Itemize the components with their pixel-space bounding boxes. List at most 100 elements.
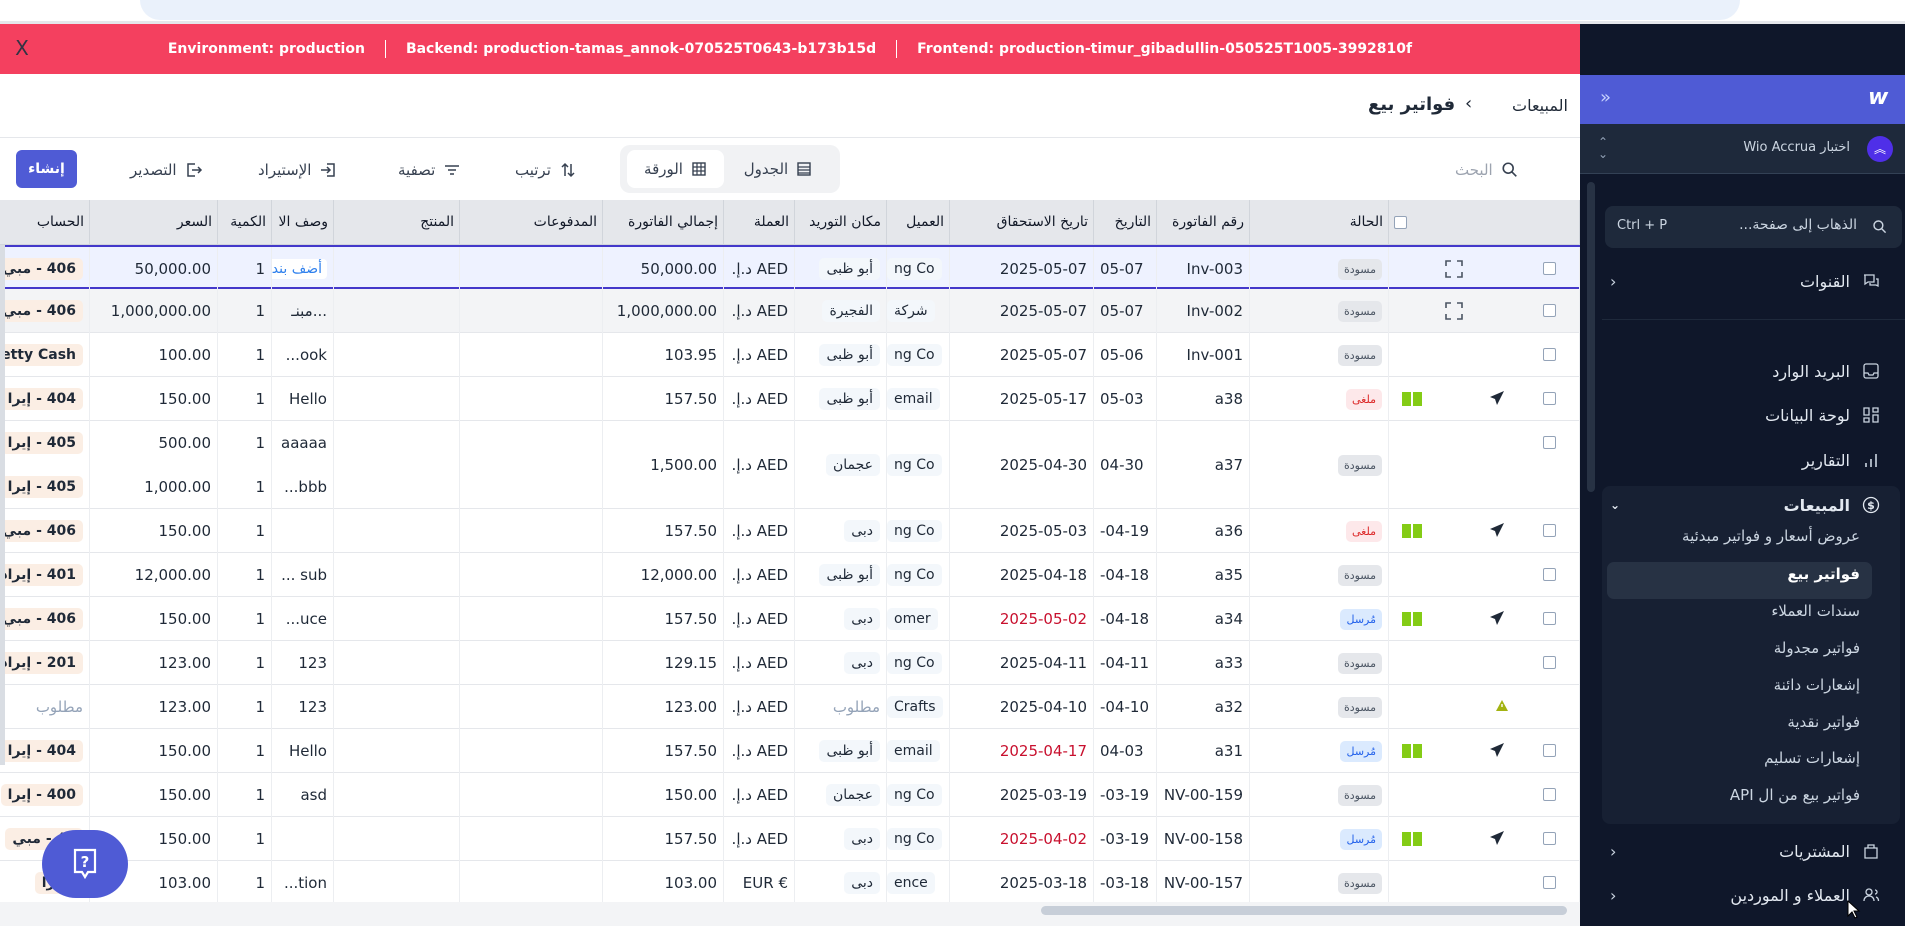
- sidebar-item-channels[interactable]: القنوات ‹: [1610, 264, 1880, 298]
- sidebar-search[interactable]: Ctrl + P الذهاب إلى صفحة...: [1605, 206, 1902, 248]
- line-qty[interactable]: 1: [218, 289, 271, 333]
- sidebar-subitem[interactable]: فواتير بيع: [1787, 565, 1860, 583]
- table-row[interactable]: 401 - إيراد 12,000.00 1 ... sub 12,000.00 AED…: [0, 553, 1580, 597]
- send-icon[interactable]: [1489, 830, 1505, 850]
- due-date-cell[interactable]: 2025-04-18: [950, 553, 1094, 597]
- row-checkbox[interactable]: [1543, 788, 1556, 801]
- line-account[interactable]: 406 - مبي: [0, 509, 89, 553]
- date-cell[interactable]: 05-07: [1094, 247, 1157, 291]
- line-account[interactable]: etty Cash: [0, 333, 89, 377]
- col-qty[interactable]: الكمية: [218, 200, 272, 244]
- invoice-number-cell[interactable]: a34: [1157, 597, 1250, 641]
- line-price[interactable]: 50,000.00: [90, 247, 217, 291]
- vertical-scrollbar[interactable]: [0, 245, 5, 765]
- currency-cell[interactable]: AED د.إ.: [724, 509, 795, 553]
- payments-cell[interactable]: [460, 817, 603, 861]
- payments-cell[interactable]: [460, 641, 603, 685]
- line-price[interactable]: 123.00: [90, 641, 217, 685]
- customer-cell[interactable]: ng Co: [887, 333, 950, 377]
- line-desc[interactable]: ...bbb: [272, 465, 333, 509]
- payments-cell[interactable]: [460, 729, 603, 773]
- place-cell[interactable]: دبى: [795, 597, 887, 641]
- expand-icon[interactable]: [1445, 302, 1463, 324]
- status-cell[interactable]: مسودة: [1250, 421, 1389, 509]
- total-cell[interactable]: 50,000.00: [603, 247, 724, 291]
- col-price[interactable]: السعر: [90, 200, 218, 244]
- table-row[interactable]: 404 - إيرا 150.00 1 Hello 157.50 AED د.إ. أبو …: [0, 729, 1580, 773]
- customer-cell[interactable]: ence: [887, 861, 950, 904]
- date-cell[interactable]: -04-18: [1094, 553, 1157, 597]
- product-cell[interactable]: [334, 773, 460, 817]
- place-cell[interactable]: أبو ظبى: [795, 377, 887, 421]
- date-cell[interactable]: -03-18: [1094, 861, 1157, 904]
- place-cell[interactable]: مطلوب: [795, 685, 887, 729]
- sidebar-item-reports[interactable]: التقارير: [1610, 443, 1880, 477]
- currency-cell[interactable]: AED د.إ.: [724, 597, 795, 641]
- table-row[interactable]: 406 - مبي 1,000,000.00 1 مبنـ... 1,000,000.0…: [0, 289, 1580, 333]
- line-price[interactable]: 150.00: [90, 773, 217, 817]
- payments-cell[interactable]: [460, 773, 603, 817]
- date-cell[interactable]: -04-18: [1094, 597, 1157, 641]
- product-cell[interactable]: [334, 597, 460, 641]
- place-cell[interactable]: دبى: [795, 641, 887, 685]
- payments-cell[interactable]: [460, 333, 603, 377]
- line-desc[interactable]: ... sub: [272, 553, 333, 597]
- due-date-cell[interactable]: 2025-03-19: [950, 773, 1094, 817]
- product-cell[interactable]: [334, 333, 460, 377]
- book-icon[interactable]: [1401, 611, 1423, 631]
- place-cell[interactable]: أبو ظبى: [795, 553, 887, 597]
- customer-cell[interactable]: email: [887, 377, 950, 421]
- date-cell[interactable]: 05-06: [1094, 333, 1157, 377]
- row-checkbox[interactable]: [1543, 744, 1556, 757]
- row-checkbox[interactable]: [1543, 304, 1556, 317]
- payments-cell[interactable]: [460, 685, 603, 729]
- payments-cell[interactable]: [460, 509, 603, 553]
- line-qty[interactable]: 1: [218, 465, 271, 509]
- sidebar-scrollbar[interactable]: [1587, 182, 1595, 492]
- invoice-number-cell[interactable]: Inv-002: [1157, 289, 1250, 333]
- row-checkbox[interactable]: [1543, 612, 1556, 625]
- line-qty[interactable]: 1: [218, 597, 271, 641]
- row-checkbox[interactable]: [1543, 656, 1556, 669]
- total-cell[interactable]: 157.50: [603, 729, 724, 773]
- product-cell[interactable]: [334, 641, 460, 685]
- customer-cell[interactable]: ng Co: [887, 773, 950, 817]
- export-button[interactable]: التصدير: [130, 155, 203, 185]
- status-cell[interactable]: مسودة: [1250, 553, 1389, 597]
- date-cell[interactable]: -04-19: [1094, 509, 1157, 553]
- status-cell[interactable]: مُرسل: [1250, 597, 1389, 641]
- status-cell[interactable]: مسودة: [1250, 773, 1389, 817]
- line-qty[interactable]: 1: [218, 553, 271, 597]
- currency-cell[interactable]: AED د.إ.: [724, 641, 795, 685]
- line-qty[interactable]: 1: [218, 247, 271, 291]
- due-date-cell[interactable]: 2025-04-10: [950, 685, 1094, 729]
- currency-cell[interactable]: AED د.إ.: [724, 377, 795, 421]
- line-price[interactable]: 150.00: [90, 729, 217, 773]
- row-checkbox[interactable]: [1543, 262, 1556, 275]
- table-row[interactable]: 406 - مبي 50,000.00 1 أضف بند 50,000.00 AED د…: [0, 245, 1580, 291]
- product-cell[interactable]: [334, 553, 460, 597]
- invoice-number-cell[interactable]: Inv-001: [1157, 333, 1250, 377]
- customer-cell[interactable]: ng Co: [887, 817, 950, 861]
- line-price[interactable]: 123.00: [90, 685, 217, 729]
- sort-button[interactable]: ترتيب: [515, 155, 577, 185]
- currency-cell[interactable]: AED د.إ.: [724, 773, 795, 817]
- due-date-cell[interactable]: 2025-05-02: [950, 597, 1094, 641]
- line-account[interactable]: 406 - مبي: [0, 289, 89, 333]
- customer-cell[interactable]: ng Co: [887, 509, 950, 553]
- line-desc[interactable]: 123: [272, 641, 333, 685]
- table-row[interactable]: 404 - إيرا 150.00 1 Hello 157.50 AED د.إ. أبو …: [0, 377, 1580, 421]
- book-icon[interactable]: [1401, 743, 1423, 763]
- due-date-cell[interactable]: 2025-05-17: [950, 377, 1094, 421]
- invoice-number-cell[interactable]: NV-00-159: [1157, 773, 1250, 817]
- line-qty[interactable]: 1: [218, 773, 271, 817]
- status-cell[interactable]: مسودة: [1250, 247, 1389, 291]
- currency-cell[interactable]: AED د.إ.: [724, 553, 795, 597]
- table-row[interactable]: 405 - إيرا 405 - إيرا 500.00 1,000.00 1 1 aaaa…: [0, 421, 1580, 509]
- due-date-cell[interactable]: 2025-05-07: [950, 289, 1094, 333]
- line-account[interactable]: مطلوب: [0, 685, 89, 729]
- line-desc[interactable]: Hello: [272, 377, 333, 421]
- customer-cell[interactable]: Crafts: [887, 685, 950, 729]
- line-price[interactable]: 1,000.00: [90, 465, 217, 509]
- total-cell[interactable]: 157.50: [603, 597, 724, 641]
